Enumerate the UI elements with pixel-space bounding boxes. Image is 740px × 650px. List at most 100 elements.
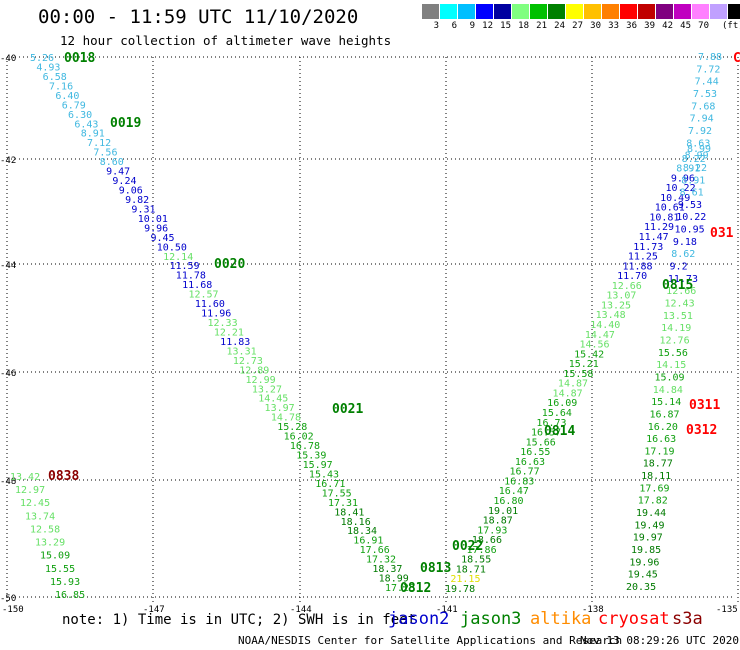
left-track-value: 14.78 (271, 413, 301, 424)
left-track-value: 6.43 (74, 119, 98, 130)
farright-track-value: 8.62 (671, 249, 695, 260)
left-track-value: 16.02 (284, 432, 314, 443)
farleft-track-value: 12.58 (30, 524, 60, 535)
right-track-value: 11.47 (639, 232, 669, 243)
farright-track-value: 9.53 (678, 200, 702, 211)
right-track-value: 10.61 (655, 203, 685, 214)
right-track-value: 13.25 (601, 300, 631, 311)
time-label: 031 (710, 226, 734, 241)
farright-track-value: 7.53 (693, 89, 717, 100)
left-track-value: 11.83 (220, 337, 250, 348)
left-track-value: 18.34 (347, 526, 377, 537)
right-track-value: 15.64 (542, 408, 572, 419)
farright-track-value: 9.18 (673, 237, 697, 248)
left-track-value: 5.26 (30, 53, 54, 64)
farright-track-value: 17.69 (639, 483, 669, 494)
right-track-value: 18.87 (483, 516, 513, 527)
farleft-track-value: 13.29 (35, 538, 65, 549)
time-label: 0815 (662, 278, 693, 293)
farright-track-value: 12.43 (665, 299, 695, 310)
right-track-value: 11.25 (628, 252, 658, 263)
time-label: 0311 (689, 398, 720, 413)
right-track-value: 14.87 (553, 388, 583, 399)
time-label: C (733, 51, 740, 66)
left-track-value: 12.33 (208, 318, 238, 329)
lon-label: -138 (582, 605, 604, 615)
colorbar-swatch (494, 4, 512, 19)
time-label: 0020 (214, 257, 245, 272)
farleft-track-value: 16.85 (55, 590, 85, 601)
colorbar (422, 4, 740, 19)
farright-track-value: 17.82 (638, 496, 668, 507)
colorbar-swatch (566, 4, 584, 19)
left-track-value: 6.30 (68, 110, 92, 121)
page-title: 00:00 - 11:59 UTC 11/10/2020 (38, 6, 359, 28)
left-track-value: 9.47 (106, 167, 130, 178)
right-track-value: 14.56 (579, 340, 609, 351)
farleft-track-value: 13.74 (25, 511, 55, 522)
colorbar-swatch (710, 4, 728, 19)
left-track-value: 15.43 (309, 469, 339, 480)
colorbar-label: 39 (644, 21, 655, 31)
left-track-value: 11.59 (169, 261, 199, 272)
farright-track-value: 10.95 (675, 225, 705, 236)
right-track-value: 18.66 (472, 535, 502, 546)
left-track-value: 9.96 (144, 223, 168, 234)
farright-track-value: 16.87 (649, 409, 679, 420)
lat-label: -46 (0, 369, 16, 379)
farright-track-value: 7.72 (696, 64, 720, 75)
colorbar-label: 33 (608, 21, 619, 31)
farright-track-value: 15.14 (651, 397, 681, 408)
farright-track-value: 7.44 (695, 77, 719, 88)
colorbar-swatch (638, 4, 656, 19)
right-track-value: 10.22 (665, 183, 695, 194)
left-track-value: 13.27 (252, 384, 282, 395)
right-track-value: 17.86 (467, 545, 497, 556)
left-track-value: 4.93 (36, 62, 60, 73)
farleft-track-value: 12.45 (20, 498, 50, 509)
farright-track-value: 8.61 (680, 188, 704, 199)
time-label: 0812 (400, 581, 431, 596)
colorbar-swatch (458, 4, 476, 19)
left-track-value: 12.73 (233, 356, 263, 367)
left-track-value: 9.31 (131, 204, 155, 215)
colorbar-swatch (548, 4, 566, 19)
left-track-value: 12.57 (188, 290, 218, 301)
lon-label: -141 (436, 605, 458, 615)
colorbar-label: 3 (433, 21, 439, 31)
left-track-value: 8.91 (81, 129, 105, 140)
right-track-value: 13.07 (606, 291, 636, 302)
lon-label: -150 (2, 605, 24, 615)
farright-track-value: 7.94 (690, 114, 714, 125)
colorbar-swatch (674, 4, 692, 19)
right-track-value: 16.63 (515, 457, 545, 468)
colorbar-label: 36 (626, 21, 637, 31)
colorbar-label: 27 (572, 21, 583, 31)
left-track-value: 16.91 (353, 536, 383, 547)
left-track-value: 8.60 (100, 157, 124, 168)
farright-track-value: 10.22 (676, 212, 706, 223)
right-track-value: 14.47 (585, 330, 615, 341)
colorbar-swatch (602, 4, 620, 19)
left-track-value: 11.68 (182, 280, 212, 291)
colorbar-label: 21 (536, 21, 547, 31)
right-track-value: 13.48 (596, 310, 626, 321)
footer-credit: NOAA/NESDIS Center for Satellite Applica… (238, 634, 623, 647)
lat-label: -40 (0, 54, 16, 64)
colorbar-label: 70 (698, 21, 709, 31)
right-track-value: 11.70 (617, 271, 647, 282)
left-track-value: 18.37 (372, 564, 402, 575)
farright-track-value: 15.56 (658, 348, 688, 359)
right-track-value: 11.29 (644, 222, 674, 233)
page-subtitle: 12 hour collection of altimeter wave hei… (60, 33, 392, 48)
left-track-value: 17.55 (322, 488, 352, 499)
colorbar-swatch (728, 4, 740, 19)
right-track-value: 19.01 (488, 506, 518, 517)
left-track-value: 12.99 (246, 375, 276, 386)
lat-label: -44 (0, 261, 16, 271)
colorbar-swatch (422, 4, 440, 19)
left-track-value: 12.21 (214, 327, 244, 338)
time-label: 0813 (420, 561, 451, 576)
left-track-value: 9.24 (112, 176, 136, 187)
left-track-value: 12.89 (239, 365, 269, 376)
